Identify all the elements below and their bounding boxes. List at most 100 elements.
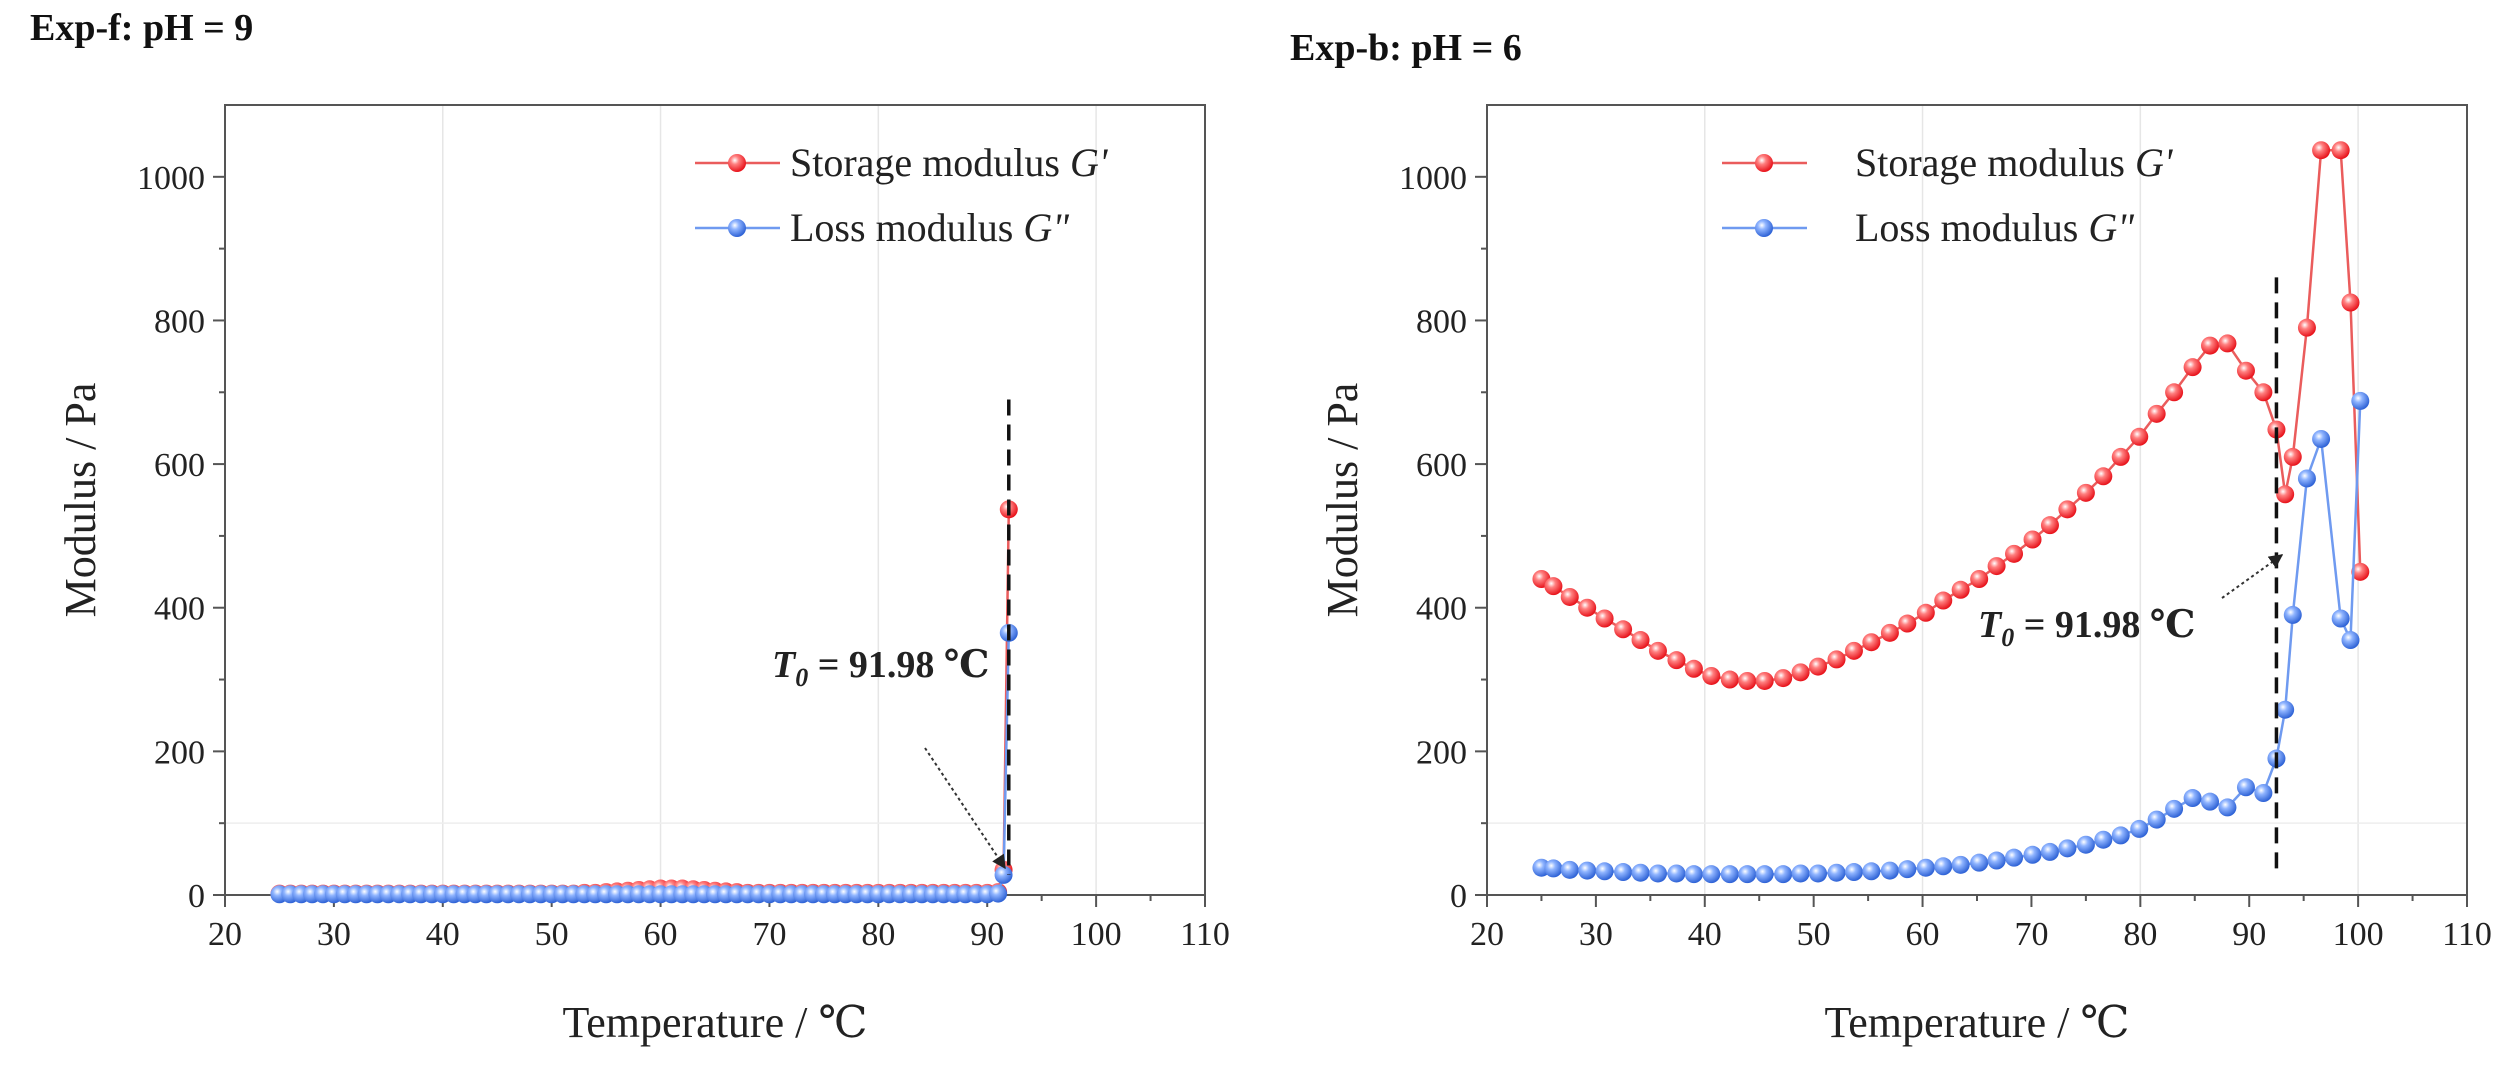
right-loss-point (1951, 855, 1970, 874)
right-storage-point (2254, 383, 2273, 402)
left-y-tick-label: 600 (154, 447, 205, 484)
right-storage-point (2094, 467, 2113, 486)
right-storage-point (1827, 650, 1846, 669)
right-storage-point (1614, 620, 1633, 639)
right-series-storage (1532, 141, 2370, 690)
right-loss-point (1916, 858, 1935, 877)
right-loss-point (2076, 835, 2095, 854)
right-storage-point (1774, 669, 1793, 688)
left-x-tick-label: 110 (1180, 916, 1230, 953)
left-y-tick-label: 800 (154, 303, 205, 340)
right-loss-point (2111, 826, 2130, 845)
right-x-tick-label: 50 (1797, 916, 1831, 953)
right-storage-point (2236, 361, 2255, 380)
right-t0-arrow (2221, 554, 2284, 599)
right-loss-point (1827, 863, 1846, 882)
left-x-tick-label: 20 (208, 916, 242, 953)
right-loss-point (2058, 839, 2077, 858)
right-loss-point (2023, 845, 2042, 864)
right-loss-point (2351, 391, 2370, 410)
right-y-tick-label: 1000 (1399, 160, 1467, 197)
right-storage-point (1578, 598, 1597, 617)
right-t0-value: = 91.98 ℃ (2014, 604, 2195, 646)
right-loss-point (2201, 792, 2220, 811)
left-legend-loss-marker (728, 219, 746, 237)
right-storage-point (1631, 631, 1650, 650)
right-loss-point (1595, 862, 1614, 881)
left-y-tick-label: 200 (154, 734, 205, 771)
left-series-storage (270, 500, 1018, 903)
left-storage-line (279, 509, 1011, 895)
left-y-axis-label: Modulus / Pa (56, 383, 105, 618)
right-legend-loss-label: Loss modulus G" (1855, 205, 2134, 250)
right-legend-storage-symbol: G' (2135, 140, 2174, 185)
right-loss-point (2283, 605, 2302, 624)
right-legend-loss-marker (1755, 219, 1773, 237)
right-loss-point (2218, 798, 2237, 817)
right-loss-point (1631, 863, 1650, 882)
right-loss-point (2254, 784, 2273, 803)
right-loss-point (2183, 789, 2202, 808)
right-legend-loss-symbol: G" (2088, 205, 2134, 250)
left-y-tick-label: 0 (188, 878, 205, 915)
right-loss-point (2040, 842, 2059, 861)
right-loss-point (2165, 799, 2184, 818)
right-loss-point (1809, 864, 1828, 883)
right-loss-point (1774, 865, 1793, 884)
right-storage-point (2218, 334, 2237, 353)
right-x-tick-label: 70 (2014, 916, 2048, 953)
right-storage-point (1898, 614, 1917, 633)
right-storage-point (2201, 336, 2220, 355)
right-storage-point (2040, 516, 2059, 535)
right-storage-point (2312, 141, 2331, 160)
left-x-tick-label: 90 (970, 916, 1004, 953)
right-chart: 20 30 40 50 60 70 80 90 100 110 0 200 400 600 800 1000 T… (1318, 104, 2492, 1047)
right-loss-point (1987, 851, 2006, 870)
left-x-axis-label: Temperature / ℃ (562, 998, 867, 1047)
right-storage-point (1702, 666, 1721, 685)
left-x-tick-label: 50 (535, 916, 569, 953)
right-legend-loss-text: Loss modulus (1855, 205, 2088, 250)
right-panel-title: Exp-b: pH = 6 (1290, 27, 1522, 69)
right-loss-point (1648, 864, 1667, 883)
right-storage-point (1916, 603, 1935, 622)
left-legend: Storage modulus G' Loss modulus G" (695, 140, 1109, 250)
left-y-tick-label: 1000 (137, 160, 205, 197)
left-y-tick-label: 400 (154, 591, 205, 628)
right-x-tick-label: 80 (2123, 916, 2157, 953)
left-series-loss (270, 623, 1018, 904)
right-x-tick-label: 100 (2333, 916, 2384, 953)
right-loss-point (2341, 631, 2360, 650)
right-legend-storage-text: Storage modulus (1855, 140, 2135, 185)
right-loss-point (1934, 857, 1953, 876)
right-loss-point (1560, 860, 1579, 879)
right-t0-symbol: T (1978, 604, 2003, 646)
right-loss-point (1544, 859, 1563, 878)
right-storage-point (1987, 557, 2006, 576)
left-legend-loss-symbol: G" (1023, 205, 1069, 250)
left-loss-point (994, 865, 1013, 884)
right-storage-point (1880, 623, 1899, 642)
left-x-tick-label: 100 (1071, 916, 1122, 953)
left-legend-storage-label: Storage modulus G' (790, 140, 1109, 185)
right-x-tick-label: 30 (1579, 916, 1613, 953)
left-t0-annotation: T0 = 91.98 ℃ (772, 644, 989, 692)
right-storage-point (2005, 544, 2024, 563)
left-loss-point (989, 884, 1008, 903)
right-loss-point (1755, 865, 1774, 884)
right-x-tick-label: 110 (2442, 916, 2492, 953)
left-legend-loss-text: Loss modulus (790, 205, 1023, 250)
right-storage-point (1667, 651, 1686, 670)
right-storage-point (1738, 671, 1757, 690)
left-x-tick-label: 60 (644, 916, 678, 953)
right-storage-point (1809, 657, 1828, 676)
right-storage-point (2130, 427, 2149, 446)
right-loss-point (2276, 700, 2295, 719)
right-storage-point (2341, 293, 2360, 312)
right-loss-point (2130, 819, 2149, 838)
right-storage-point (1560, 587, 1579, 606)
left-legend-storage-symbol: G' (1070, 140, 1109, 185)
right-legend-storage-label: Storage modulus G' (1855, 140, 2174, 185)
right-loss-point (2147, 810, 2166, 829)
right-x-tick-label: 20 (1470, 916, 1504, 953)
